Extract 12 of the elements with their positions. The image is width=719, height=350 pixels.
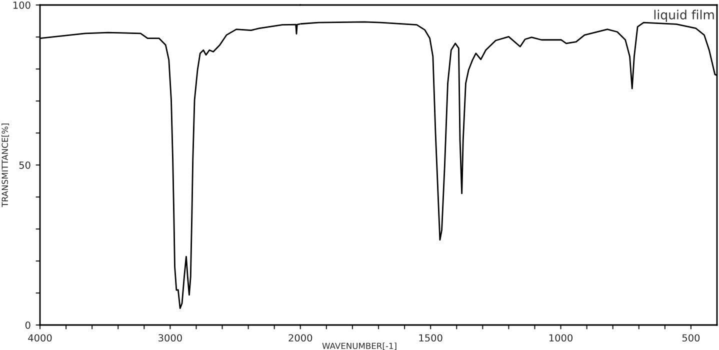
x-tick-label: 1500 [419,334,442,342]
x-tick-label: 500 [682,334,700,342]
x-tick-label: 1000 [549,334,572,342]
x-tick-label: 4000 [28,334,52,342]
y-tick-label: 50 [19,161,30,169]
x-axis-title: WAVENUMBER[-1] [322,342,396,350]
x-tick-label: 2000 [288,334,312,342]
x-tick-label: 3000 [158,334,182,342]
y-tick-label: 0 [25,321,30,329]
y-tick-label: 100 [13,1,30,9]
annotation: liquid film [654,10,714,22]
y-axis-title: TRANSMITTANCE[%] [2,124,10,208]
